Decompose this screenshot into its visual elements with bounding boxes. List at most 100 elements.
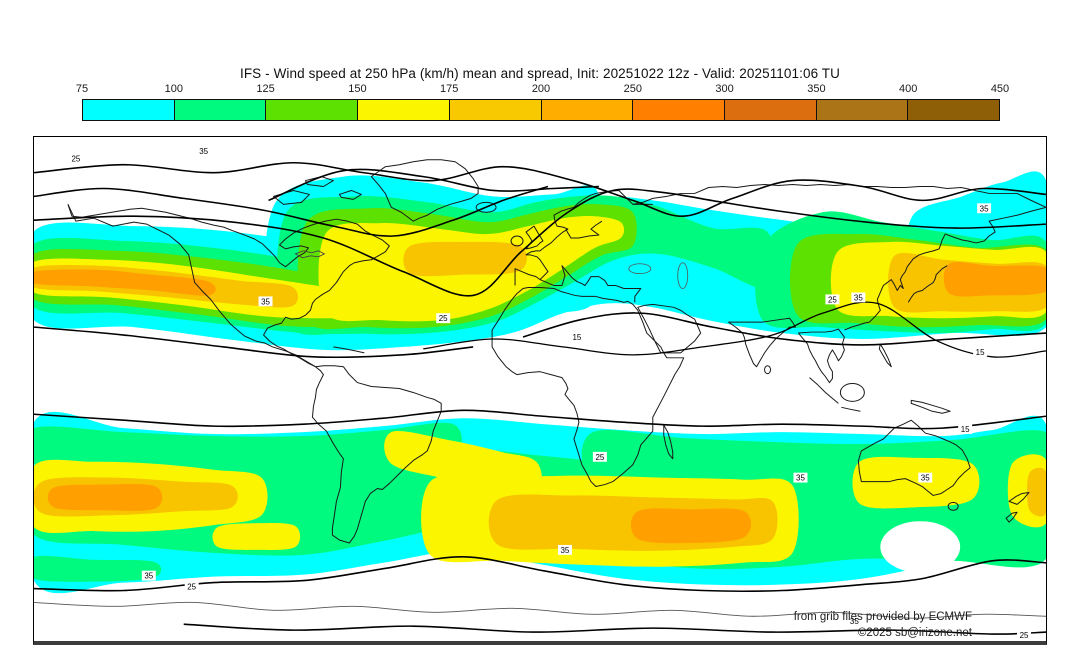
contour-label: 35 xyxy=(796,474,805,483)
coastline xyxy=(844,271,906,331)
great-lakes xyxy=(294,250,326,259)
colorbar-tick: 450 xyxy=(990,83,1010,95)
page-title: IFS - Wind speed at 250 hPa (km/h) mean … xyxy=(239,66,840,81)
wind-speed-band xyxy=(852,456,980,509)
coastline xyxy=(273,189,310,205)
spread-contour-line xyxy=(34,556,1046,593)
wind-speed-band xyxy=(34,555,162,582)
coastline xyxy=(728,317,796,368)
colorbar-segment-2 xyxy=(266,100,359,120)
wind-speed-band xyxy=(943,261,1046,297)
contour-label: 15 xyxy=(572,333,581,342)
iceland xyxy=(475,201,497,213)
colorbar xyxy=(82,99,1000,121)
spread-contour-line xyxy=(423,301,1046,358)
low-wind-hole xyxy=(880,521,961,573)
coastline xyxy=(514,189,653,286)
contour-label-bg xyxy=(592,451,607,462)
wind-speed-band xyxy=(403,241,527,277)
contour-label: 35 xyxy=(561,546,570,555)
colorbar-tick: 250 xyxy=(623,83,642,95)
contour-label-bg xyxy=(436,313,451,324)
contour-label: 25 xyxy=(71,155,80,164)
colorbar-tick: 200 xyxy=(531,83,551,95)
wind-speed-band xyxy=(34,269,216,296)
contour-label: 15 xyxy=(961,425,970,434)
colorbar-segment-4 xyxy=(449,100,542,120)
contour-label-bg xyxy=(68,153,83,164)
wind-speed-map-canvas: 25 35 35 25 15 25 35 35 15 35 25 35 35 15 25 35 35 25 xyxy=(34,145,1046,641)
spread-contour-line xyxy=(34,188,1046,297)
spread-contour-line xyxy=(183,623,1046,635)
contour-label-bg xyxy=(557,544,572,555)
coastline xyxy=(67,204,390,368)
coastline xyxy=(841,406,861,412)
colorbar-tick: 350 xyxy=(807,83,826,95)
contour-label: 35 xyxy=(144,572,153,581)
contour-label-bg xyxy=(196,145,211,156)
coastline xyxy=(878,343,892,368)
contour-label: 35 xyxy=(980,204,989,213)
contour-label: 25 xyxy=(595,453,604,462)
contour-label: 25 xyxy=(187,583,196,592)
spread-contour-line xyxy=(34,326,474,359)
contour-label-bg xyxy=(851,292,866,303)
contour-label-bg xyxy=(977,203,992,214)
contour-label-bg xyxy=(258,296,273,307)
sri-lanka xyxy=(764,365,772,375)
spread-contour-line xyxy=(34,161,1046,218)
contour-label: 35 xyxy=(854,293,863,302)
colorbar-tick: 300 xyxy=(715,83,734,95)
coastline xyxy=(565,220,603,239)
coastline xyxy=(539,265,642,303)
contour-label: 35 xyxy=(921,474,930,483)
spread-contour-line xyxy=(34,185,549,237)
tasmania xyxy=(947,501,959,511)
contour-label-bg xyxy=(825,294,840,305)
coastline xyxy=(857,419,971,496)
coastline xyxy=(904,206,1046,272)
contour-label-bg xyxy=(1017,630,1032,641)
colorbar-segment-3 xyxy=(358,100,450,120)
wind-speed-band xyxy=(212,522,301,551)
colorbar-tick: 175 xyxy=(440,83,459,95)
colorbar-segment-9 xyxy=(908,100,1000,120)
contour-label-bg xyxy=(184,581,199,592)
world-map: 25 35 35 25 15 25 35 35 15 35 25 35 35 15 25 35 35 25 xyxy=(33,136,1047,645)
contour-label-bg xyxy=(973,346,988,357)
contour-label: 35 xyxy=(199,147,208,156)
coastline xyxy=(907,265,948,303)
colorbar-segment-5 xyxy=(541,100,634,120)
colorbar-segment-1 xyxy=(174,100,267,120)
colorbar-tick: 400 xyxy=(899,83,918,95)
contour-label-bg xyxy=(958,424,973,435)
colorbar-tick: 125 xyxy=(256,83,275,95)
wind-speed-band xyxy=(1026,467,1046,517)
coastline xyxy=(1005,511,1018,523)
caspian-sea xyxy=(677,262,689,289)
coastline xyxy=(663,424,674,460)
colorbar-tick: 100 xyxy=(164,83,183,95)
attribution-copyright: ©2025 sb@irizone.net xyxy=(857,627,972,639)
coastline xyxy=(370,159,479,222)
contour-label-bg xyxy=(918,472,933,483)
coastline xyxy=(797,328,845,384)
contour-label: 15 xyxy=(976,348,985,357)
wind-speed-band xyxy=(630,508,752,544)
wind-speed-band xyxy=(47,483,163,511)
coastline xyxy=(333,346,365,354)
spread-contour-line xyxy=(522,312,1046,346)
coastline xyxy=(338,189,362,200)
coastline xyxy=(637,303,702,354)
colorbar-tick: 75 xyxy=(75,83,89,95)
coastline xyxy=(67,204,316,368)
attribution-source: from grib files provided by ECMWF xyxy=(793,611,972,623)
contour-label: 35 xyxy=(850,617,859,626)
contour-label: 25 xyxy=(1020,631,1029,640)
borneo xyxy=(839,383,865,402)
spread-contour-line xyxy=(34,409,1046,430)
contour-label-bg xyxy=(847,616,862,627)
colorbar-segment-8 xyxy=(816,100,909,120)
coastline xyxy=(491,287,685,488)
